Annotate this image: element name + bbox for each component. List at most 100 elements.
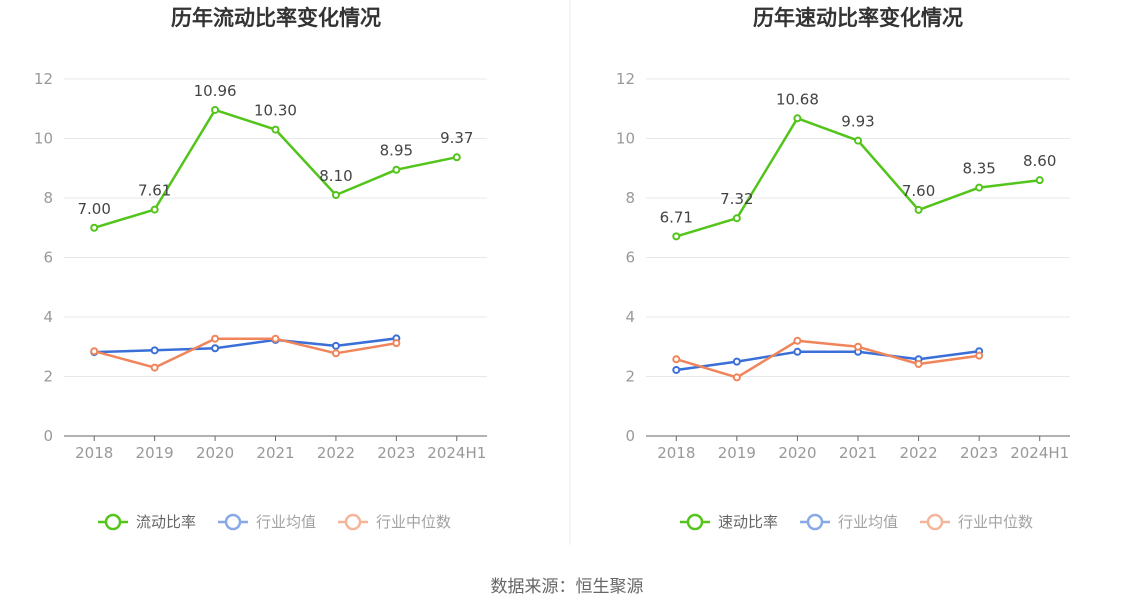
x-tick-label: 2022 [899, 444, 937, 462]
legend-item-median: 行业中位数 [338, 513, 451, 531]
legend-item-avg: 行业均值 [218, 513, 316, 531]
data-point-median [914, 360, 923, 369]
y-tick-label: 12 [616, 70, 635, 88]
data-label: 9.93 [841, 113, 874, 131]
y-tick-label: 0 [625, 427, 635, 445]
chart-title: 历年速动比率变化情况 [753, 6, 963, 30]
data-point-avg [150, 346, 159, 355]
legend-item-avg: 行业均值 [800, 513, 898, 531]
x-tick-label: 2021 [839, 444, 877, 462]
data-label: 7.32 [720, 190, 753, 208]
data-point-avg [793, 347, 802, 356]
y-tick-label: 10 [616, 130, 635, 148]
x-tick-label: 2020 [778, 444, 816, 462]
data-point-main [452, 153, 461, 162]
data-label: 8.95 [380, 142, 413, 160]
data-point-median [732, 373, 741, 382]
data-label: 10.68 [776, 90, 819, 108]
legend-item-median: 行业中位数 [920, 513, 1033, 531]
x-tick-label: 2018 [75, 444, 113, 462]
data-label: 7.00 [78, 200, 111, 218]
data-point-main [672, 232, 681, 241]
data-point-main [1035, 176, 1044, 185]
data-point-median [211, 334, 220, 343]
y-tick-label: 0 [43, 427, 53, 445]
data-source: 数据来源：恒生聚源 [491, 577, 644, 597]
legend-marker [344, 513, 362, 531]
data-point-main [793, 114, 802, 123]
x-tick-label: 2023 [377, 444, 415, 462]
legend-label: 行业中位数 [958, 513, 1033, 531]
legend-label: 行业均值 [256, 513, 316, 531]
data-label: 10.30 [254, 102, 297, 120]
data-point-main [854, 136, 862, 145]
data-label: 8.35 [962, 160, 995, 178]
data-label: 9.37 [440, 129, 473, 147]
legend-marker [686, 513, 704, 531]
data-point-median [392, 339, 401, 348]
series-line-median [675, 339, 980, 379]
data-label: 6.71 [660, 208, 693, 226]
data-point-avg [331, 341, 340, 350]
y-tick-label: 10 [34, 130, 53, 148]
data-point-main [392, 165, 401, 174]
series-line-median [93, 337, 397, 369]
x-tick-label: 2018 [657, 444, 695, 462]
chart-panel-quick-ratio: 历年速动比率变化情况 0 2 4 6 8 10 12 2018 2019 2020 2021 2022 2… [616, 6, 1070, 531]
legend-marker [926, 513, 944, 531]
x-tick-label: 2023 [960, 444, 998, 462]
y-tick-label: 4 [43, 308, 53, 326]
x-tick-label: 2019 [136, 444, 174, 462]
series-line-avg [676, 349, 980, 372]
data-point-median [90, 347, 99, 356]
legend-item-main: 流动比率 [98, 513, 196, 531]
data-point-main [732, 214, 741, 223]
data-point-avg [672, 365, 681, 374]
data-point-main [90, 223, 99, 232]
y-tick-label: 8 [625, 189, 635, 207]
data-point-median [331, 349, 340, 358]
data-point-main [331, 191, 340, 200]
legend-label: 流动比率 [136, 513, 196, 531]
legend-label: 速动比率 [718, 513, 778, 531]
x-tick-label: 2019 [718, 444, 756, 462]
x-tick-label: 2024H1 [1010, 444, 1069, 462]
x-tick-label: 2022 [317, 444, 355, 462]
data-point-median [854, 342, 862, 351]
legend-marker [224, 513, 242, 531]
y-tick-label: 2 [625, 368, 635, 386]
chart-title: 历年流动比率变化情况 [171, 6, 381, 30]
data-point-main [914, 205, 923, 214]
data-label: 8.60 [1023, 152, 1056, 170]
y-tick-label: 12 [34, 70, 53, 88]
data-point-main [271, 125, 280, 134]
chart-panel-current-ratio: 历年流动比率变化情况 0 2 4 6 8 10 12 2018 2019 2020 2021 2022 2… [34, 6, 487, 531]
data-point-avg [732, 357, 741, 366]
legend-label: 行业中位数 [376, 513, 451, 531]
data-point-median [672, 355, 681, 364]
legend-label: 行业均值 [838, 513, 898, 531]
series-line-avg [94, 337, 397, 354]
data-point-median [271, 334, 280, 343]
y-tick-label: 8 [43, 189, 53, 207]
data-point-main [975, 183, 984, 192]
data-point-main [150, 205, 159, 214]
data-label: 7.61 [138, 182, 171, 200]
legend-marker [104, 513, 122, 531]
x-tick-label: 2020 [196, 444, 234, 462]
data-point-avg [211, 344, 220, 353]
y-tick-label: 6 [43, 249, 53, 267]
data-label: 7.60 [902, 182, 935, 200]
y-tick-label: 4 [625, 308, 635, 326]
data-point-median [975, 351, 984, 360]
x-tick-label: 2021 [256, 444, 294, 462]
data-label: 8.10 [319, 167, 352, 185]
data-point-median [793, 336, 802, 345]
y-tick-label: 2 [43, 368, 53, 386]
legend-marker [806, 513, 824, 531]
x-tick-label: 2024H1 [427, 444, 486, 462]
data-point-main [211, 105, 220, 114]
y-tick-label: 6 [625, 249, 635, 267]
data-label: 10.96 [194, 82, 237, 100]
